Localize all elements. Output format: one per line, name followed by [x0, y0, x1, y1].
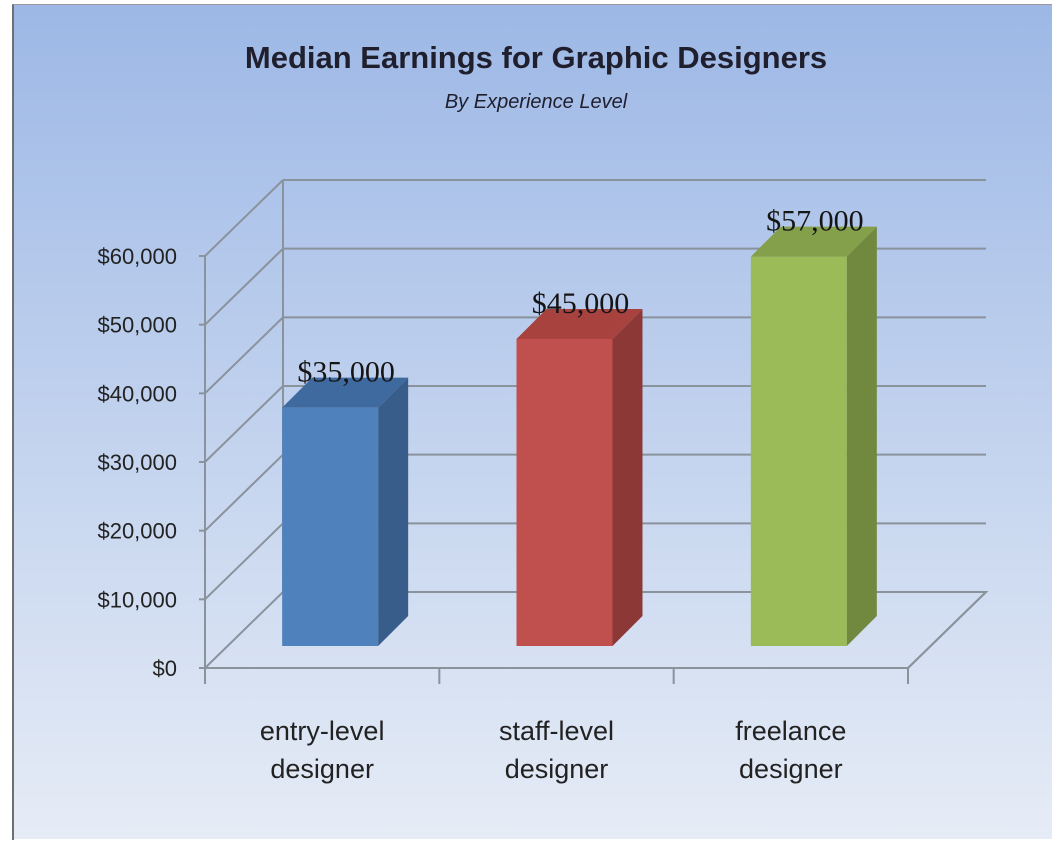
y-tick-label: $60,000 — [97, 244, 177, 269]
x-category-label: staff-level — [499, 716, 614, 746]
x-category-label: designer — [739, 754, 843, 784]
bar — [282, 377, 409, 646]
bar — [516, 309, 643, 646]
y-tick-label: $0 — [153, 656, 177, 681]
chart-frame — [12, 4, 1052, 840]
bar-front — [516, 339, 613, 646]
data-label: $57,000 — [766, 205, 864, 238]
x-category-label: designer — [505, 754, 609, 784]
bar-top — [516, 309, 643, 339]
y-tick-label: $50,000 — [97, 313, 177, 338]
x-category-label: freelance — [735, 716, 846, 746]
data-label: $35,000 — [297, 356, 395, 389]
y-tick-label: $40,000 — [97, 381, 177, 406]
gridline — [204, 179, 986, 257]
x-category-label: designer — [270, 754, 374, 784]
bar-front — [750, 256, 847, 646]
data-label: $45,000 — [532, 287, 630, 320]
axes: $0 $10,000 $20,000 $30,000 $40,000 $50,000 $60… — [97, 244, 909, 784]
y-tick-label: $20,000 — [97, 519, 177, 544]
bar-top — [750, 226, 877, 257]
bar — [750, 226, 877, 646]
bar-side — [846, 226, 877, 646]
bar-side — [378, 377, 409, 646]
bar-side — [612, 309, 643, 646]
bars — [282, 226, 877, 646]
chart-title: Median Earnings for Graphic Designers — [245, 40, 827, 75]
chart-subtitle: By Experience Level — [445, 91, 628, 113]
floor-edge — [907, 591, 987, 669]
y-tick-label: $30,000 — [97, 450, 177, 475]
data-labels: $35,000 $45,000 $57,000 — [297, 205, 863, 389]
bar-front — [282, 407, 379, 646]
y-tick-label: $10,000 — [97, 587, 177, 612]
x-category-label: entry-level — [260, 716, 385, 746]
bar-top — [282, 377, 409, 408]
